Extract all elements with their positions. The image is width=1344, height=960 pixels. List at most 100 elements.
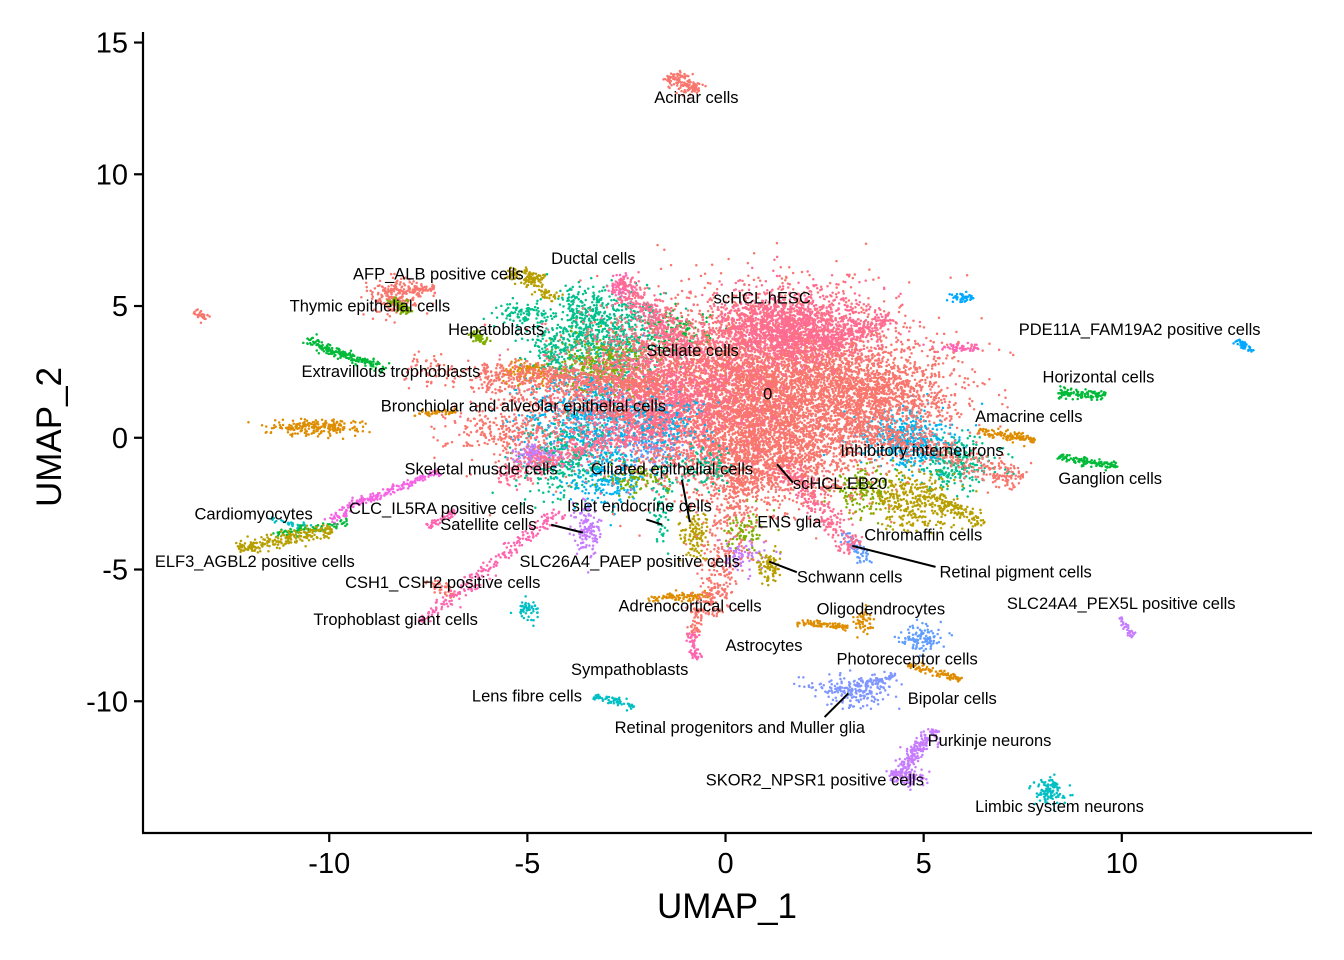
cluster-33-shape-0-points — [686, 607, 704, 640]
cluster-4-shape-1-points — [386, 296, 414, 316]
misc-cluster-18 — [712, 535, 782, 581]
cluster-3-shape-0 — [192, 308, 211, 324]
cluster-label: Retinal progenitors and Muller glia — [615, 719, 866, 737]
cluster-label: Chromaffin cells — [864, 527, 982, 545]
cluster-7-shape-0 — [356, 467, 442, 507]
cluster-label: Sympathoblasts — [571, 661, 688, 679]
cluster-label: Acinar cells — [654, 89, 738, 107]
y-tick-label: -10 — [86, 686, 128, 718]
cluster-2-shape-0-points — [360, 272, 435, 324]
cluster-31-shape-1-points — [852, 603, 876, 639]
cluster-11-shape-0-points — [425, 508, 456, 530]
cluster-39-shape-0-points — [890, 728, 941, 779]
cluster-6-shape-0-points — [247, 417, 371, 440]
cluster-label: ELF3_AGBL2 positive cells — [155, 553, 355, 571]
y-tick-label: 15 — [96, 28, 128, 60]
cluster-22-shape-0-points — [750, 544, 782, 587]
cluster-1-shape-0-points — [503, 266, 547, 286]
leader-line — [823, 692, 850, 718]
leader-line — [645, 518, 663, 526]
cluster-2-shape-0 — [360, 272, 435, 324]
cluster-24-shape-1 — [938, 500, 986, 528]
leader-line — [852, 544, 936, 568]
leader-lines — [550, 463, 936, 718]
cluster-7-shape-1 — [323, 496, 364, 526]
cluster-10-shape-0-points — [235, 524, 334, 554]
cluster-4-shape-0-points — [467, 328, 492, 346]
cluster-14-shape-0-points — [568, 497, 603, 574]
cluster-main-shape-1 — [657, 255, 922, 405]
misc-cluster-12 — [546, 441, 644, 527]
cluster-30-shape-0 — [1118, 616, 1137, 639]
cluster-38-shape-1 — [861, 671, 897, 689]
cluster-label: CSH1_CSH2 positive cells — [345, 574, 540, 592]
cluster-main-shape-9 — [766, 462, 864, 555]
cluster-main-shape-8-points — [684, 475, 764, 618]
cluster-main-shape-1-points — [657, 255, 922, 405]
cluster-0-shape-0-points — [662, 69, 707, 100]
cluster-label: Retinal pigment cells — [940, 563, 1092, 581]
cluster-31-shape-0-points — [796, 619, 849, 632]
x-tick-label: 0 — [717, 848, 733, 880]
cluster-1-shape-0 — [503, 266, 547, 286]
cluster-12-shape-0 — [422, 579, 461, 599]
misc-cluster-10-points — [922, 341, 980, 354]
cluster-5-shape-1-points — [327, 347, 354, 362]
cluster-30-shape-0-points — [1118, 616, 1137, 639]
cluster-22-shape-0 — [750, 544, 782, 587]
cluster-38-shape-0-points — [792, 669, 903, 711]
cluster-27-shape-0-points — [1057, 385, 1107, 401]
misc-cluster-18-points — [712, 535, 782, 581]
misc-cluster-14-points — [509, 595, 539, 627]
cluster-41-shape-0-points — [1028, 773, 1074, 812]
cluster-label: AFP_ALB positive cells — [353, 266, 524, 284]
data-points — [192, 69, 1255, 812]
cluster-1-shape-1-points — [523, 273, 564, 303]
overlay-cluster-2 — [593, 458, 671, 499]
cluster-7-shape-0-points — [356, 467, 442, 507]
cluster-28-shape-0-points — [1056, 453, 1119, 472]
cluster-2-shape-1 — [412, 282, 437, 298]
cluster-label: Skeletal muscle cells — [405, 461, 558, 479]
cluster-15-shape-0 — [677, 509, 710, 562]
cluster-40-shape-0 — [885, 764, 931, 791]
cluster-26-shape-0 — [976, 427, 1036, 448]
misc-cluster-16-points — [619, 302, 728, 362]
cluster-21-shape-0-points — [723, 498, 780, 552]
cluster-35-shape-0 — [893, 618, 954, 657]
cluster-label: Oligodendrocytes — [817, 600, 945, 618]
cluster-main-shape-0 — [452, 241, 1015, 537]
cluster-38-shape-0 — [792, 669, 903, 711]
misc-cluster-14 — [509, 595, 539, 627]
cluster-24-shape-0-points — [843, 458, 982, 535]
cluster-7-shape-1-points — [323, 496, 364, 526]
cluster-18-shape-0 — [543, 273, 623, 348]
cluster-9-shape-0 — [272, 517, 349, 538]
cluster-11-shape-0 — [425, 508, 456, 530]
cluster-31-shape-0 — [796, 619, 849, 632]
cluster-9-shape-0-points — [272, 517, 349, 538]
cluster-label: Astrocytes — [726, 637, 803, 655]
cluster-40-shape-0-points — [885, 764, 931, 791]
misc-cluster-13 — [482, 296, 556, 330]
x-axis-ticks: -10 -5 0 5 10 — [308, 833, 1138, 880]
y-tick-label: 0 — [112, 423, 128, 455]
cluster-18-shape-1-points — [514, 298, 605, 390]
misc-cluster-10 — [922, 341, 980, 354]
overlay-cluster-2-points — [593, 458, 671, 499]
cluster-label: Schwann cells — [797, 569, 902, 587]
cluster-28-shape-0 — [1056, 453, 1119, 472]
cluster-2-shape-1-points — [412, 282, 437, 298]
cluster-39-shape-0 — [890, 728, 941, 779]
cluster-35-shape-0-points — [893, 618, 954, 657]
cluster-21-shape-0 — [723, 498, 780, 552]
cluster-29-shape-0 — [1232, 338, 1255, 353]
cluster-27-shape-0 — [1057, 385, 1107, 401]
cluster-label: Bronchiolar and alveolar epithelial cell… — [381, 397, 666, 415]
cluster-18-shape-1 — [514, 298, 605, 390]
y-axis-title: UMAP_2 — [30, 367, 69, 507]
y-tick-label: -5 — [102, 555, 128, 587]
cluster-label: Extravillous trophoblasts — [302, 363, 481, 381]
x-tick-label: 10 — [1106, 848, 1138, 880]
